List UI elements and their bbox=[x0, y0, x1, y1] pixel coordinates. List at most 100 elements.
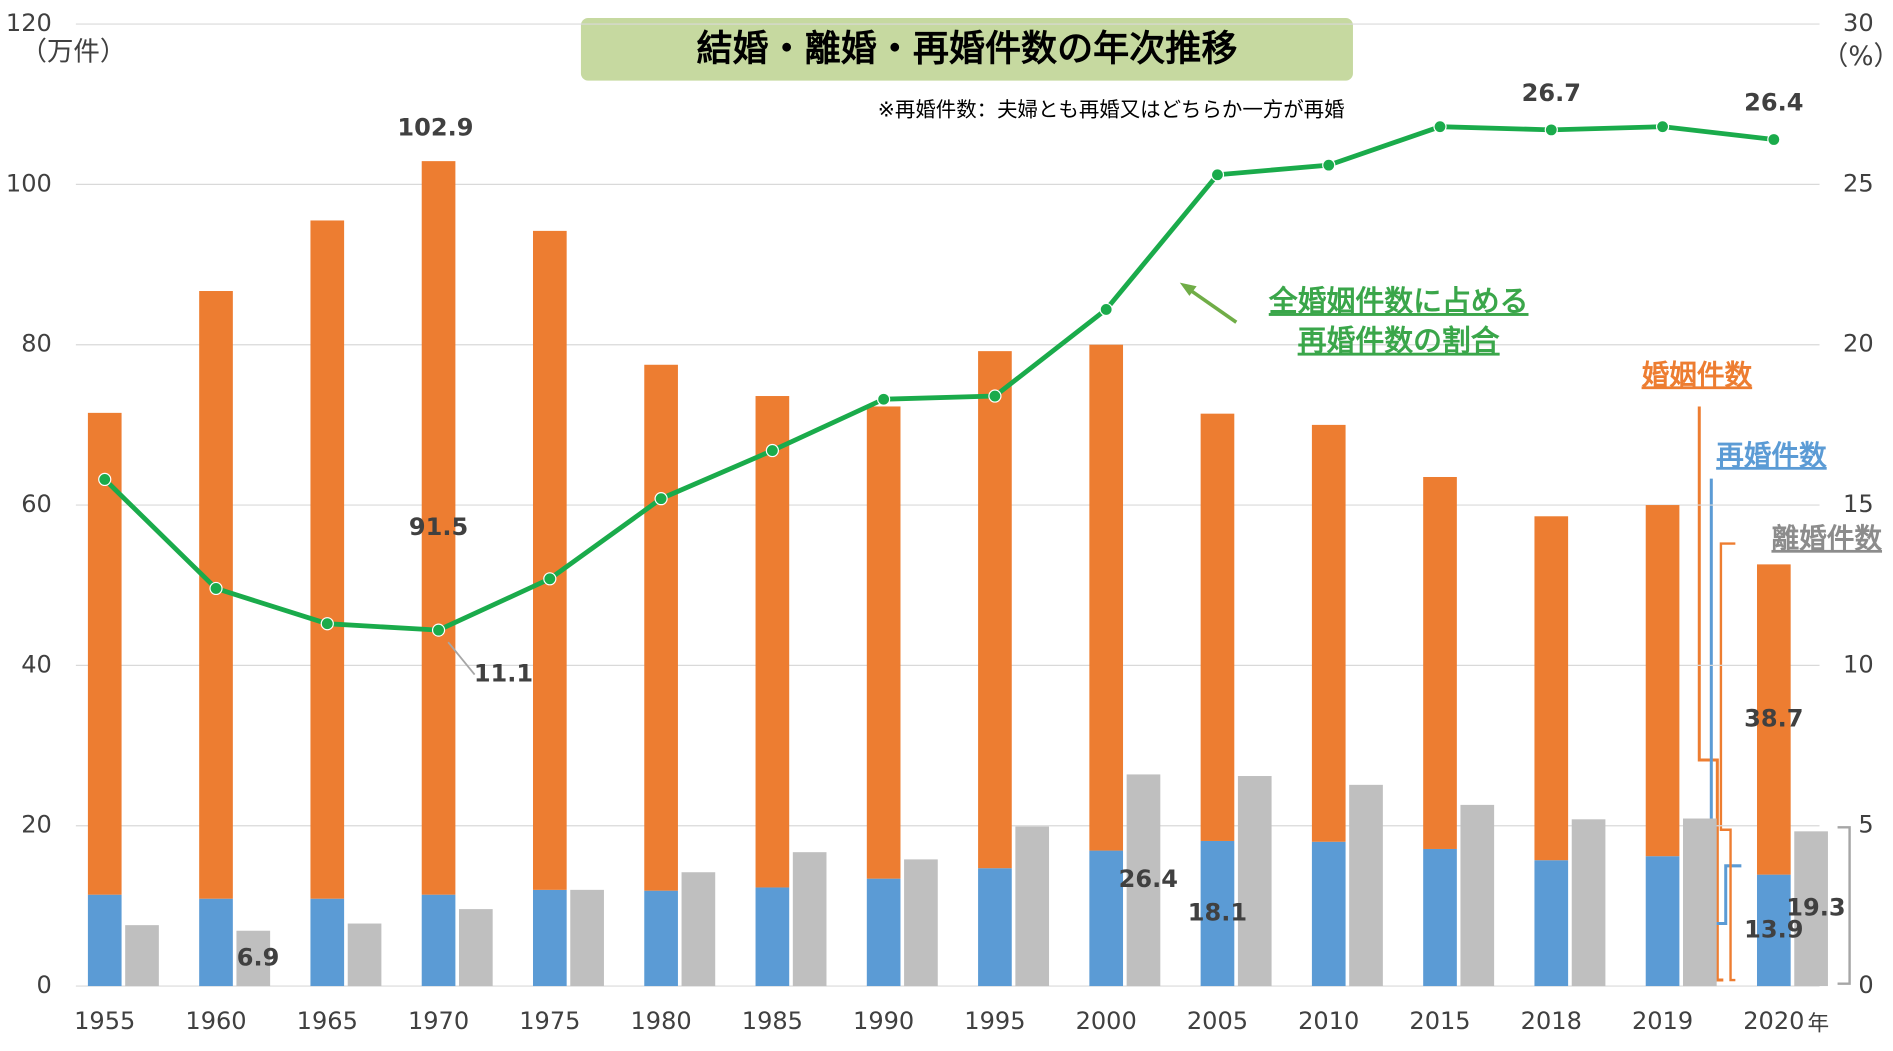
bar bbox=[1794, 831, 1828, 987]
line-point bbox=[1210, 168, 1225, 182]
data-label: 11.1 bbox=[474, 660, 533, 688]
bar bbox=[125, 925, 159, 987]
x-tick-label: 2010 bbox=[1298, 1007, 1359, 1035]
bar bbox=[1200, 413, 1235, 841]
data-label: 6.9 bbox=[237, 943, 280, 971]
y2-tick-label: 5 bbox=[1858, 811, 1873, 839]
bar bbox=[421, 161, 456, 895]
annotation-arrow bbox=[1183, 284, 1238, 324]
line-point bbox=[320, 617, 334, 631]
line-point bbox=[1544, 123, 1558, 137]
line-point bbox=[654, 492, 668, 506]
line-point bbox=[1099, 302, 1113, 317]
x-tick-label: 1965 bbox=[297, 1007, 358, 1035]
line-legend: 再婚件数の割合 bbox=[1298, 324, 1500, 358]
y2-tick-label: 15 bbox=[1843, 490, 1874, 518]
x-tick-label: 1960 bbox=[185, 1007, 246, 1035]
bar bbox=[1311, 841, 1346, 987]
bar bbox=[1534, 860, 1569, 987]
bar bbox=[866, 406, 901, 879]
bar bbox=[755, 396, 790, 888]
line-point bbox=[1433, 120, 1447, 134]
leader-line bbox=[447, 641, 476, 676]
arrow-head bbox=[1179, 282, 1197, 296]
annotation: 102.9 bbox=[397, 114, 473, 142]
line-point bbox=[765, 443, 779, 458]
bar bbox=[1756, 564, 1791, 875]
bar bbox=[644, 890, 678, 987]
bar bbox=[1237, 776, 1272, 987]
bar bbox=[1089, 850, 1124, 987]
line-legend: 全婚姻件数に占める bbox=[1268, 284, 1529, 318]
bar bbox=[1460, 804, 1495, 987]
bar bbox=[1015, 826, 1050, 987]
data-label: 13.9 bbox=[1744, 915, 1803, 943]
y-tick-label: 60 bbox=[21, 490, 52, 518]
x-tick-label: 2000 bbox=[1076, 1007, 1137, 1035]
y-tick-label: 100 bbox=[6, 169, 52, 197]
data-label: 91.5 bbox=[409, 513, 468, 541]
y2-axis-label: （%） bbox=[1822, 41, 1893, 72]
bar bbox=[792, 852, 827, 987]
bar bbox=[1683, 818, 1717, 987]
x-tick-label: 2015 bbox=[1409, 1007, 1470, 1035]
line-point bbox=[543, 572, 557, 586]
line-point bbox=[209, 581, 223, 596]
x-tick-label: 1990 bbox=[853, 1007, 914, 1035]
bar bbox=[458, 909, 493, 987]
x-tick-label: 2019 bbox=[1632, 1007, 1693, 1035]
bar bbox=[1645, 856, 1680, 987]
chart-title: 結婚・離婚・再婚件数の年次推移 bbox=[696, 28, 1237, 70]
y2-tick-label: 0 bbox=[1858, 971, 1873, 999]
line-point bbox=[1655, 120, 1670, 134]
y-axis-label: （万件） bbox=[21, 36, 127, 67]
x-tick-label: 2018 bbox=[1521, 1007, 1582, 1035]
subtitle: ※再婚件数：夫婦とも再婚又はどちらか一方が再婚 bbox=[878, 98, 1345, 122]
bracket bbox=[1697, 406, 1724, 982]
x-tick-label: 1975 bbox=[519, 1007, 580, 1035]
data-label: 18.1 bbox=[1188, 899, 1247, 927]
y-tick-label: 20 bbox=[21, 811, 52, 839]
line bbox=[103, 124, 1775, 633]
legend-label: 離婚件数 bbox=[1771, 522, 1882, 555]
bar bbox=[1645, 505, 1680, 857]
bar bbox=[755, 887, 790, 987]
y2-tick-label: 30 bbox=[1843, 9, 1874, 37]
bar bbox=[236, 930, 271, 987]
y-tick-label: 0 bbox=[37, 971, 52, 999]
bar bbox=[199, 898, 233, 987]
bar bbox=[1571, 819, 1606, 987]
y-tick-label: 40 bbox=[21, 650, 52, 678]
line-point bbox=[877, 392, 891, 406]
bar bbox=[681, 872, 716, 987]
bar bbox=[1349, 784, 1383, 987]
data-label: 19.3 bbox=[1786, 894, 1845, 922]
x-tick-label: 2005 bbox=[1187, 1007, 1248, 1035]
bar bbox=[310, 220, 345, 899]
x-tick-label: 1955 bbox=[74, 1007, 135, 1035]
legend-label: 婚姻件数 bbox=[1642, 358, 1753, 391]
bar bbox=[532, 230, 567, 890]
x-tick-label: 2020 bbox=[1743, 1007, 1804, 1035]
data-label: 26.4 bbox=[1744, 88, 1803, 116]
x-tick-label: 1985 bbox=[742, 1007, 803, 1035]
bar bbox=[87, 894, 122, 987]
bar bbox=[1423, 848, 1457, 987]
line-point bbox=[431, 623, 446, 637]
bar bbox=[1423, 476, 1457, 849]
data-label: 38.7 bbox=[1744, 705, 1803, 733]
legend-label: 再婚件数 bbox=[1716, 439, 1827, 472]
bar bbox=[978, 868, 1012, 987]
bar bbox=[1311, 424, 1346, 842]
bar bbox=[1534, 516, 1569, 861]
y2-tick-label: 10 bbox=[1843, 650, 1874, 678]
bar bbox=[644, 364, 678, 891]
bar bbox=[570, 889, 604, 987]
x-tick-label: 1970 bbox=[408, 1007, 469, 1035]
line-point bbox=[1322, 158, 1336, 172]
bar bbox=[1126, 774, 1161, 987]
line-point bbox=[988, 389, 1002, 403]
y2-tick-label: 25 bbox=[1843, 169, 1874, 197]
bar bbox=[1200, 840, 1235, 987]
